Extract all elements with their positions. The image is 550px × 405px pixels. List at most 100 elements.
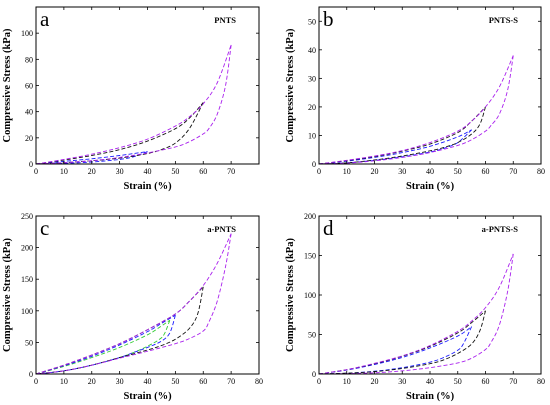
x-tick-label: 30 — [116, 377, 124, 386]
x-axis-title: Strain (%) — [123, 391, 172, 402]
y-tick-label: 100 — [21, 307, 33, 316]
plot-frame — [318, 215, 542, 375]
x-tick-label: 60 — [482, 377, 490, 386]
curve-unloading-3 — [35, 286, 204, 375]
x-tick-label: 10 — [343, 167, 351, 176]
chart-panel-d: 0 10 20 30 40 50 60 70 80 0 50 100 150 200 Strain (%) C… — [285, 212, 545, 402]
curve-unloading-3 — [35, 44, 232, 165]
x-tick-label: 80 — [255, 377, 263, 386]
x-tick-label: 20 — [88, 167, 96, 176]
curve-unloading-2 — [35, 102, 204, 165]
y-tick-label: 60 — [25, 82, 33, 91]
curve-loading-3 — [318, 253, 514, 375]
x-tick-label: 0 — [34, 377, 38, 386]
curve-loading-2 — [35, 102, 204, 165]
panel-name: PNTS-S — [489, 15, 519, 25]
plot-frame — [35, 215, 260, 375]
panel-name: PNTS — [214, 15, 236, 25]
panel-name: a-PNTS — [207, 224, 236, 234]
panel-letter: a — [40, 7, 50, 31]
x-tick-label: 30 — [398, 377, 406, 386]
curve-unloading-1 — [35, 320, 171, 375]
curve-loading-1 — [35, 151, 148, 165]
y-tick-label: 0 — [312, 370, 316, 379]
curve-loading-2 — [318, 310, 486, 375]
panel-letter: b — [323, 7, 334, 31]
y-tick-label: 0 — [29, 160, 33, 169]
curve-loading-2 — [35, 314, 176, 375]
x-tick-label: 10 — [60, 167, 68, 176]
panel-letter: d — [323, 216, 334, 240]
y-tick-label: 40 — [308, 46, 316, 55]
y-tick-label: 150 — [304, 252, 316, 261]
x-tick-label: 50 — [454, 167, 462, 176]
curve-loading-3 — [35, 44, 232, 165]
x-tick-label: 50 — [171, 377, 179, 386]
x-tick-label: 20 — [371, 377, 379, 386]
y-axis-title: Compressive Stress (kPa) — [285, 238, 296, 352]
curve-unloading-1 — [318, 129, 472, 165]
y-tick-label: 10 — [308, 131, 316, 140]
curve-loading-1 — [318, 326, 472, 375]
curve-loading-1 — [35, 319, 171, 375]
x-tick-label: 10 — [60, 377, 68, 386]
x-tick-label: 70 — [227, 167, 235, 176]
curve-loading-4 — [35, 233, 232, 375]
x-tick-label: 70 — [227, 377, 235, 386]
x-tick-label: 0 — [317, 167, 321, 176]
x-tick-label: 40 — [144, 377, 152, 386]
x-tick-label: 60 — [199, 377, 207, 386]
x-tick-label: 70 — [509, 167, 517, 176]
y-tick-label: 20 — [308, 103, 316, 112]
curve-unloading-3 — [318, 253, 514, 375]
x-tick-label: 70 — [509, 377, 517, 386]
y-tick-label: 0 — [312, 160, 316, 169]
y-tick-label: 200 — [21, 244, 33, 253]
curve-unloading-2 — [318, 310, 486, 375]
x-tick-label: 0 — [317, 377, 321, 386]
curve-unloading-2 — [318, 106, 486, 165]
x-axis-title: Strain (%) — [123, 181, 172, 192]
chart-panel-a: 0 10 20 30 40 50 60 70 0 20 40 60 80 100 Strain (%) Com… — [2, 6, 260, 192]
x-tick-label: 80 — [537, 167, 545, 176]
y-tick-label: 50 — [25, 338, 33, 347]
chart-panel-c: 0 10 20 30 40 50 60 70 80 0 50 100 150 200 250 Strain (… — [2, 212, 263, 402]
y-axis-title: Compressive Stress (kPa) — [2, 28, 13, 142]
curve-loading-3 — [35, 286, 204, 375]
y-tick-label: 20 — [25, 134, 33, 143]
y-tick-label: 50 — [308, 331, 316, 340]
curve-unloading-1 — [318, 326, 473, 375]
x-tick-label: 60 — [482, 167, 490, 176]
curve-loading-3 — [318, 55, 514, 165]
x-tick-label: 40 — [144, 167, 152, 176]
y-tick-label: 80 — [25, 55, 33, 64]
curve-unloading-4 — [35, 233, 232, 375]
panel-letter: c — [40, 216, 49, 240]
x-tick-label: 30 — [116, 167, 124, 176]
x-tick-label: 0 — [34, 167, 38, 176]
x-tick-label: 40 — [426, 167, 434, 176]
x-axis-title: Strain (%) — [406, 181, 455, 192]
x-tick-label: 50 — [171, 167, 179, 176]
curve-unloading-3 — [318, 55, 514, 165]
chart-panel-b: 0 10 20 30 40 50 60 70 80 0 10 20 30 40 50 Strain (%) Co… — [285, 6, 545, 192]
x-tick-label: 60 — [199, 167, 207, 176]
y-tick-label: 250 — [21, 212, 33, 221]
y-axis-title: Compressive Stress (kPa) — [2, 238, 13, 352]
y-tick-label: 100 — [21, 29, 33, 38]
x-tick-label: 40 — [426, 377, 434, 386]
y-tick-label: 50 — [308, 17, 316, 26]
x-tick-label: 20 — [371, 167, 379, 176]
x-tick-label: 10 — [343, 377, 351, 386]
x-tick-label: 30 — [398, 167, 406, 176]
y-tick-label: 30 — [308, 74, 316, 83]
y-tick-label: 100 — [304, 291, 316, 300]
curve-unloading-2 — [35, 315, 176, 375]
y-tick-label: 200 — [304, 212, 316, 221]
x-axis-title: Strain (%) — [406, 391, 455, 402]
panel-name: a-PNTS-S — [482, 224, 519, 234]
plot-frame — [318, 6, 542, 165]
y-tick-label: 40 — [25, 108, 33, 117]
y-axis-title: Compressive Stress (kPa) — [285, 28, 296, 142]
